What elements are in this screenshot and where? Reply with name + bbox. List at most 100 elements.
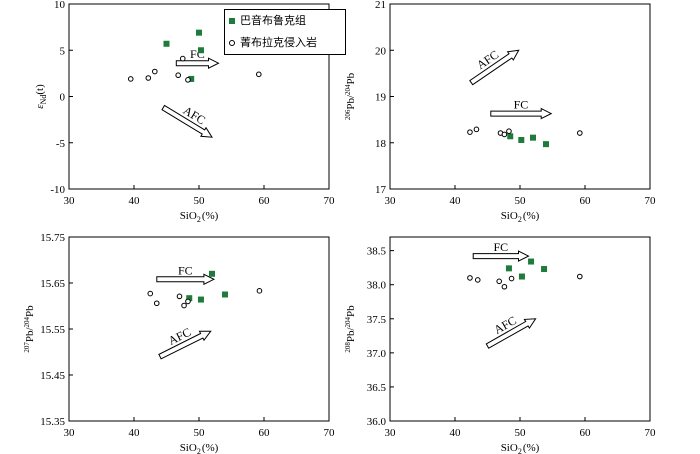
square-marker-icon [229, 18, 235, 24]
x-tick-label: 70 [645, 427, 657, 439]
legend-item-bayinbulukezu: 巴音布鲁克组 [229, 12, 306, 30]
data-point-square-s0 [197, 47, 204, 54]
y-tick-label: 15.75 [40, 232, 65, 244]
data-point-circle-s1 [153, 300, 160, 307]
data-point-square-s0 [530, 134, 536, 141]
data-point-circle-s1 [577, 273, 583, 280]
y-tick-label: 37.0 [367, 348, 387, 360]
data-point-square-s0 [196, 29, 202, 36]
y-axis-label: 207Pb/204Pb [23, 305, 36, 353]
fc-arrow-icon [472, 250, 530, 262]
y-axis-label: εNd(t) [34, 84, 48, 109]
x-tick-label: 50 [515, 195, 527, 207]
y-axis-label: 208Pb/204Pb [344, 305, 357, 353]
chart-panel-p3: 30 40 50 60 70 15.35 15.45 15.55 15.65 15.75 SiO2(… [23, 232, 335, 454]
data-point-circle-s1 [175, 72, 181, 79]
fc-annotation: FC [178, 263, 193, 277]
data-point-square-s0 [186, 295, 193, 302]
data-point-square-s0 [528, 258, 535, 265]
circle-marker-icon [229, 40, 235, 46]
x-tick-label: 60 [580, 195, 592, 207]
y-tick-label: -5 [56, 138, 66, 150]
data-point-square-s0 [541, 266, 548, 273]
y-tick-label: -10 [50, 184, 65, 196]
y-tick-label: 36.5 [367, 382, 387, 394]
plot-frame [389, 3, 651, 190]
chart-panel-p2: 30 40 50 60 701718192021SiO2(%)206Pb/204PbAF… [344, 0, 656, 224]
x-tick-label: 60 [259, 195, 271, 207]
data-point-square-s0 [518, 273, 525, 280]
data-point-square-s0 [543, 141, 549, 148]
fc-arrow-icon [490, 107, 553, 120]
fc-annotation: FC [493, 240, 508, 254]
x-tick-label: 30 [385, 427, 397, 439]
x-tick-label: 40 [450, 427, 462, 439]
data-point-square-s0 [505, 265, 512, 272]
y-tick-label: 15.35 [40, 416, 65, 428]
data-point-square-s0 [209, 270, 215, 277]
x-tick-label: 40 [450, 195, 462, 207]
data-point-circle-s1 [501, 131, 508, 138]
x-tick-label: 50 [194, 195, 206, 207]
data-point-circle-s1 [185, 77, 191, 83]
y-tick-label: 38.0 [367, 280, 387, 292]
legend-label-jingbulake-intrusive: 菁布拉克侵入岩 [240, 36, 317, 49]
data-point-circle-s1 [474, 277, 481, 283]
data-point-circle-s1 [506, 128, 512, 134]
afc-arrow-icon [158, 330, 212, 360]
y-tick-label: 10 [54, 0, 66, 11]
x-tick-label: 70 [324, 195, 336, 207]
x-tick-label: 30 [385, 195, 397, 207]
data-point-circle-s1 [473, 126, 480, 133]
y-tick-label: 19 [375, 92, 387, 104]
data-point-circle-s1 [577, 130, 583, 136]
x-axis-label: SiO2(%) [501, 442, 540, 454]
x-tick-label: 70 [645, 195, 657, 207]
y-tick-label: 15.55 [40, 324, 65, 336]
data-point-circle-s1 [152, 68, 158, 75]
x-tick-label: 30 [64, 427, 76, 439]
data-point-circle-s1 [179, 55, 186, 62]
y-tick-label: 36.0 [367, 416, 387, 428]
y-tick-label: 5 [60, 45, 66, 57]
chart-panel-p4: 30 40 50 60 70 36.0 36.5 37.0 37.5 38.0 38.5 SiO2(%… [344, 236, 657, 454]
x-tick-label: 50 [515, 427, 527, 439]
data-point-square-s0 [188, 75, 195, 82]
afc-arrow-icon [161, 104, 213, 138]
x-tick-label: 40 [129, 195, 141, 207]
data-point-square-s0 [507, 133, 514, 140]
afc-arrow-icon [469, 49, 520, 86]
data-point-circle-s1 [147, 290, 154, 297]
x-tick-label: 50 [194, 427, 206, 439]
data-point-circle-s1 [185, 298, 191, 305]
y-tick-label: 37.5 [367, 314, 387, 326]
x-axis-label: SiO2(%) [180, 442, 219, 454]
data-point-circle-s1 [127, 76, 134, 82]
legend: 巴音布鲁克组 菁布拉克侵入岩 [224, 9, 346, 55]
x-axis-label: SiO2(%) [180, 210, 219, 224]
y-tick-label: 21 [375, 0, 386, 11]
fc-annotation: FC [514, 98, 529, 112]
y-tick-label: 20 [375, 45, 387, 57]
data-point-circle-s1 [256, 71, 262, 78]
data-point-square-s0 [222, 291, 228, 298]
data-point-circle-s1 [467, 129, 473, 135]
legend-item-jingbulake-intrusive: 菁布拉克侵入岩 [229, 34, 317, 52]
y-tick-label: 0 [60, 92, 66, 104]
data-point-circle-s1 [496, 278, 503, 285]
data-point-square-s0 [197, 296, 204, 303]
data-point-circle-s1 [145, 75, 152, 81]
data-point-square-s0 [163, 40, 170, 47]
data-point-circle-s1 [181, 302, 187, 309]
plot-frame [68, 236, 330, 422]
x-tick-label: 40 [129, 427, 141, 439]
data-point-circle-s1 [256, 288, 263, 294]
y-axis-label: 206Pb/204Pb [344, 72, 357, 120]
y-tick-label: 18 [375, 138, 387, 150]
x-axis-label: SiO2(%) [501, 210, 540, 224]
fc-arrow-icon [156, 273, 216, 286]
x-tick-label: 60 [259, 427, 271, 439]
legend-label-bayinbulukezu: 巴音布鲁克组 [240, 14, 306, 27]
